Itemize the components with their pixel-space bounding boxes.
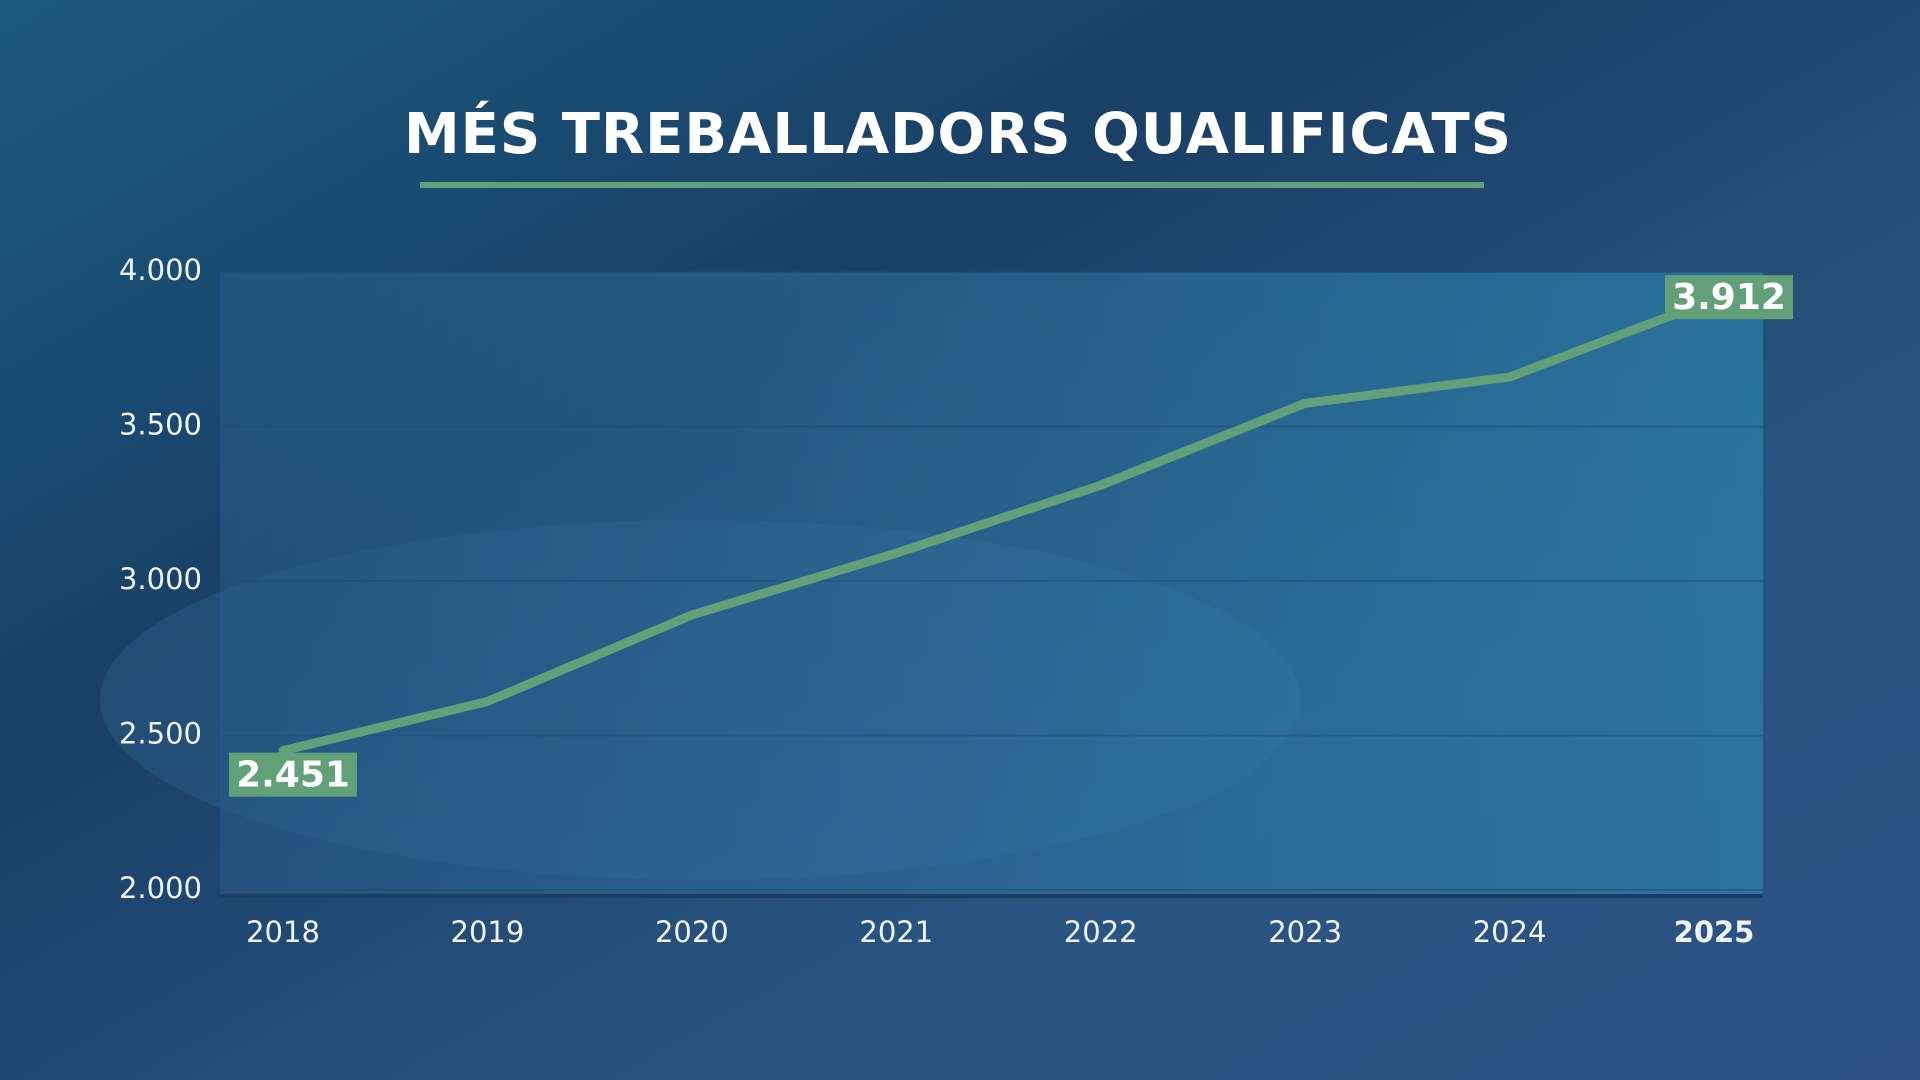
- x-tick-label: 2022: [1064, 915, 1138, 949]
- x-tick-label: 2024: [1473, 915, 1547, 949]
- x-tick-label: 2021: [859, 915, 933, 949]
- value-label-box: [229, 752, 357, 797]
- value-label: 3.912: [1672, 277, 1786, 318]
- value-label: 2.451: [236, 755, 350, 796]
- x-tick-label: 2025: [1674, 915, 1755, 949]
- y-tick-label: 4.000: [119, 253, 202, 287]
- title-underline: [420, 182, 1484, 188]
- y-tick-label: 2.000: [119, 871, 202, 905]
- data-line: [278, 294, 1719, 756]
- x-tick-label: 2023: [1268, 915, 1342, 949]
- chart-title: MÉS TREBALLADORS QUALIFICATS: [404, 101, 1512, 167]
- y-tick-label: 3.000: [119, 562, 202, 596]
- x-tick-label: 2018: [246, 915, 320, 949]
- y-tick-label: 2.500: [119, 717, 202, 751]
- value-label-box: [1665, 275, 1793, 320]
- x-tick-label: 2019: [451, 915, 525, 949]
- x-tick-label: 2020: [655, 915, 729, 949]
- y-tick-label: 3.500: [119, 408, 202, 442]
